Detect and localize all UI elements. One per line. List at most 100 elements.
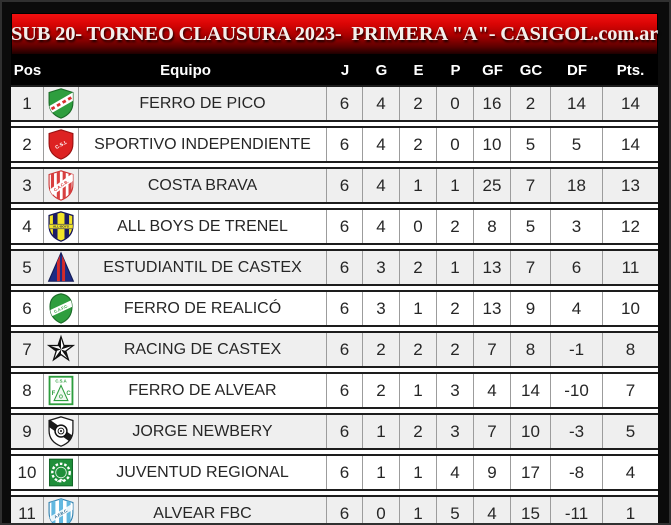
position-cell: 11: [11, 497, 44, 523]
stat-e: 2: [400, 87, 437, 120]
stat-g: 3: [363, 292, 400, 325]
stat-gf: 7: [474, 415, 511, 448]
stat-p: 3: [437, 374, 474, 407]
stat-p: 5: [437, 497, 474, 523]
stat-p: 0: [437, 87, 474, 120]
stat-e: 1: [400, 497, 437, 523]
stat-j: 6: [327, 292, 363, 325]
stat-gc: 14: [511, 374, 551, 407]
sportivo-independiente-crest-icon: C.S.I.: [44, 128, 79, 161]
stat-e: 2: [400, 251, 437, 284]
stat-p: 1: [437, 169, 474, 202]
stat-pts: 14: [621, 93, 640, 113]
position-cell: 10: [11, 456, 44, 489]
team-name: ESTUDIANTIL DE CASTEX: [79, 251, 327, 284]
stat-gc: 17: [511, 456, 551, 489]
stat-p: 2: [437, 210, 474, 243]
header-p: P: [450, 61, 461, 79]
svg-text:A.F.B.C.: A.F.B.C.: [53, 508, 69, 520]
table-row: 2 C.S.I. SPORTIVO INDEPENDIENTE 6 4 2 0 10 5 5 14: [11, 126, 658, 163]
table-row: 4 ALL-BOYS ALL BOYS DE TRENEL 6 4 0 2 8 5 3 12: [11, 208, 658, 245]
stat-e: 2: [400, 333, 437, 366]
stat-e: 0: [400, 210, 437, 243]
stat-gf: 13: [474, 292, 511, 325]
stat-g: 1: [363, 456, 400, 489]
stat-pts: 10: [621, 298, 640, 318]
header-e: E: [413, 61, 424, 79]
stat-gc: 7: [511, 251, 551, 284]
position-cell: 7: [11, 333, 44, 366]
stat-df: -8: [551, 456, 603, 489]
svg-text:C.S.A: C.S.A: [55, 379, 66, 384]
stat-j: 6: [327, 333, 363, 366]
header-df: DF: [567, 61, 587, 79]
stat-df: 18: [551, 169, 603, 202]
table-row: 8 C.S.A F C O FERRO DE ALVEAR 6 2 1 3 4 14 -10 7: [11, 372, 658, 409]
stat-gf: 4: [474, 497, 511, 523]
svg-text:O: O: [59, 394, 63, 400]
stat-e: 1: [400, 169, 437, 202]
stat-pts: 12: [621, 216, 640, 236]
ferro-alvear-crest-icon: C.S.A F C O: [44, 374, 79, 407]
position-cell: 3: [11, 169, 44, 202]
stat-p: 4: [437, 456, 474, 489]
standings-rows: 1 FERRO DE PICO 6 4 2 0 16 2 14 14 2 C.S.I. SPORTIVO…: [11, 85, 658, 523]
stat-j: 6: [327, 210, 363, 243]
stat-p: 2: [437, 292, 474, 325]
stat-e: 1: [400, 292, 437, 325]
stat-g: 4: [363, 210, 400, 243]
stat-df: -10: [551, 374, 603, 407]
team-name: ALVEAR FBC: [79, 497, 327, 523]
stat-df: -1: [551, 333, 603, 366]
position-cell: 4: [11, 210, 44, 243]
stat-gc: 8: [511, 333, 551, 366]
stat-gc: 9: [511, 292, 551, 325]
stat-pts: 5: [625, 421, 636, 441]
racing-castex-star-crest-icon: [44, 333, 79, 366]
stat-j: 6: [327, 128, 363, 161]
stat-gf: 7: [474, 333, 511, 366]
costa-brava-crest-icon: C.A.C.B.: [44, 169, 79, 202]
stat-df: 14: [551, 87, 603, 120]
stat-df: 5: [551, 128, 603, 161]
standings-panel: SUB 20- TORNEO CLAUSURA 2023- PRIMERA "A…: [11, 13, 658, 523]
team-name: JORGE NEWBERY: [79, 415, 327, 448]
header-gc: GC: [519, 61, 543, 79]
position-cell: 9: [11, 415, 44, 448]
svg-text:C: C: [66, 391, 71, 397]
table-row: 9 JORGE NEWBERY 6 1 2 3 7 10 -3 5: [11, 413, 658, 450]
team-name: JUVENTUD REGIONAL: [79, 456, 327, 489]
svg-text:ALL-BOYS: ALL-BOYS: [53, 225, 69, 229]
header-g: G: [375, 61, 388, 79]
stat-pts: 8: [625, 339, 636, 359]
table-row: 7 RACING DE CASTEX 6 2 2 2 7 8 -1 8: [11, 331, 658, 368]
stat-gc: 5: [511, 210, 551, 243]
stat-pts: 14: [621, 134, 640, 154]
stat-g: 2: [363, 374, 400, 407]
stat-g: 2: [363, 333, 400, 366]
team-name: FERRO DE REALICÓ: [79, 292, 327, 325]
stat-g: 1: [363, 415, 400, 448]
stat-gc: 2: [511, 87, 551, 120]
stat-pts: 7: [625, 380, 636, 400]
stat-gc: 5: [511, 128, 551, 161]
title-bar: SUB 20- TORNEO CLAUSURA 2023- PRIMERA "A…: [11, 13, 658, 55]
stat-gc: 10: [511, 415, 551, 448]
position-cell: 5: [11, 251, 44, 284]
table-row: 6 C.A.F.C. FERRO DE REALICÓ 6 3 1 2 13 9 4 10: [11, 290, 658, 327]
stat-gf: 8: [474, 210, 511, 243]
stat-pts: 11: [621, 257, 640, 277]
stat-df: -11: [551, 497, 603, 523]
stat-gf: 10: [474, 128, 511, 161]
team-name: ALL BOYS DE TRENEL: [79, 210, 327, 243]
stat-df: 6: [551, 251, 603, 284]
stat-j: 6: [327, 415, 363, 448]
table-row: 3 C.A.C.B. COSTA BRAVA 6 4 1 1 25 7 18 13: [11, 167, 658, 204]
stat-g: 3: [363, 251, 400, 284]
stat-g: 4: [363, 128, 400, 161]
stat-e: 1: [400, 374, 437, 407]
header-gf: GF: [482, 61, 503, 79]
position-cell: 1: [11, 87, 44, 120]
position-cell: 2: [11, 128, 44, 161]
team-name: SPORTIVO INDEPENDIENTE: [79, 128, 327, 161]
